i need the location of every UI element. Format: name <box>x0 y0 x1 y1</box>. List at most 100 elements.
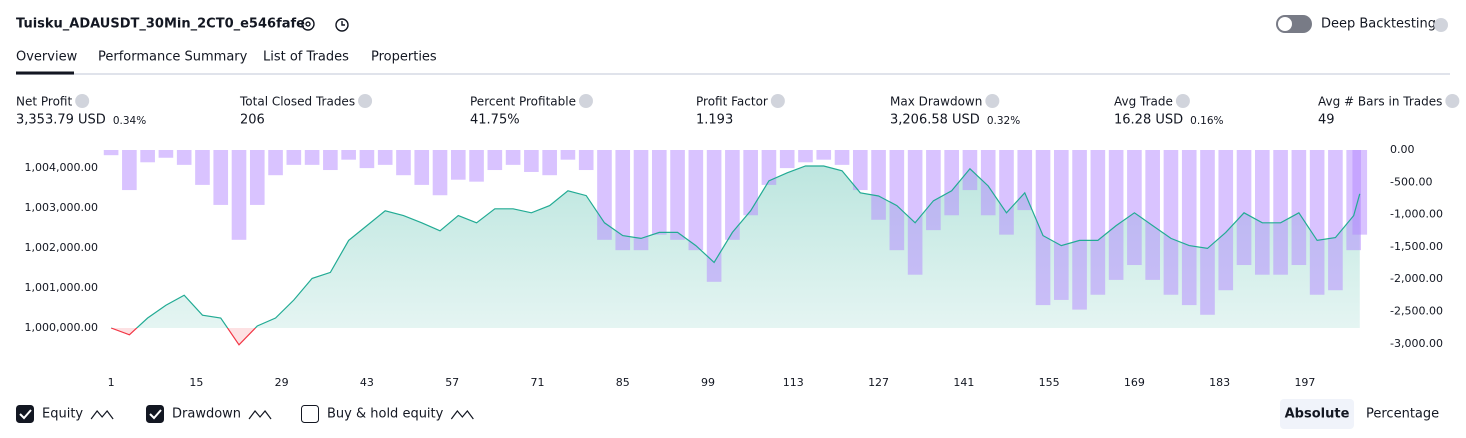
y2-tick-label: 0.00 <box>1390 143 1415 156</box>
tab[interactable]: Overview <box>16 50 78 65</box>
legend-label: Drawdown <box>172 407 241 422</box>
drawdown-bar <box>304 150 320 165</box>
deep-backtesting-label: Deep Backtesting <box>1321 17 1436 32</box>
drawdown-bar <box>633 150 649 251</box>
view-mode-button[interactable]: Percentage <box>1366 407 1439 422</box>
alert-icon[interactable] <box>335 18 349 32</box>
x-tick-label: 99 <box>701 376 715 389</box>
drawdown-bar <box>1291 150 1307 266</box>
legend-label: Buy & hold equity <box>327 407 444 422</box>
metric-value: 49 <box>1318 113 1335 128</box>
y2-tick-label: -2,500.00 <box>1390 305 1443 318</box>
y2-tick-label: -500.00 <box>1390 175 1432 188</box>
legend-icon <box>450 410 474 420</box>
x-tick-label: 141 <box>953 376 974 389</box>
drawdown-bar <box>487 150 503 171</box>
drawdown-bar <box>578 150 594 171</box>
x-tick-label: 197 <box>1294 376 1315 389</box>
drawdown-bar <box>268 150 283 176</box>
metric-value: 3,206.58 USD <box>890 113 980 128</box>
legend-checkbox[interactable] <box>146 405 164 423</box>
drawdown-bar <box>1053 150 1069 300</box>
drawdown-bar <box>999 150 1014 235</box>
metric-value: 206 <box>240 113 265 128</box>
drawdown-bar <box>852 150 868 191</box>
info-icon[interactable] <box>770 94 785 108</box>
drawdown-bar <box>450 150 466 180</box>
drawdown-bar <box>195 150 210 185</box>
drawdown-bar <box>341 150 356 160</box>
view-mode-button[interactable]: Absolute <box>1285 407 1350 422</box>
drawdown-bar <box>816 150 832 160</box>
drawdown-bar <box>122 150 137 191</box>
drawdown-bar <box>1352 150 1368 235</box>
tab[interactable]: Performance Summary <box>98 50 248 65</box>
x-tick-label: 127 <box>868 376 889 389</box>
y2-tick-label: -3,000.00 <box>1390 337 1443 350</box>
drawdown-bar <box>469 150 484 182</box>
info-icon[interactable] <box>578 94 593 108</box>
drawdown-bar <box>615 150 631 251</box>
drawdown-bar <box>542 150 557 176</box>
x-tick-label: 57 <box>445 376 459 389</box>
drawdown-bar <box>1328 150 1343 291</box>
y-tick-label: 1,001,000.00 <box>25 281 98 294</box>
view-mode-active-bg <box>1280 399 1354 429</box>
metric-label: Avg Trade <box>1114 95 1173 109</box>
metric-label: Max Drawdown <box>890 95 982 109</box>
drawdown-bar <box>1090 150 1106 295</box>
y2-tick-label: -1,500.00 <box>1390 240 1443 253</box>
metric-label: Profit Factor <box>696 95 768 109</box>
drawdown-bar <box>706 150 722 282</box>
drawdown-bar <box>761 150 777 185</box>
x-tick-label: 113 <box>783 376 804 389</box>
drawdown-bar <box>1255 150 1270 275</box>
y-tick-label: 1,000,000.00 <box>25 321 98 334</box>
tab[interactable]: List of Trades <box>263 50 349 65</box>
drawdown-bar <box>651 150 667 235</box>
drawdown-bar <box>213 150 229 205</box>
info-icon[interactable] <box>75 94 90 108</box>
drawdown-bar <box>1108 150 1124 280</box>
y-tick-label: 1,004,000.00 <box>25 161 98 174</box>
settings-icon[interactable] <box>301 17 315 31</box>
drawdown-bar <box>871 150 886 220</box>
x-tick-label: 29 <box>275 376 289 389</box>
metric-value: 3,353.79 USD <box>16 113 106 128</box>
x-tick-label: 169 <box>1124 376 1145 389</box>
drawdown-bar <box>1163 150 1179 295</box>
metric-label: Total Closed Trades <box>239 95 355 109</box>
tab[interactable]: Properties <box>371 50 437 65</box>
drawdown-bar <box>1273 150 1288 275</box>
drawdown-bar <box>1309 150 1325 295</box>
x-tick-label: 85 <box>616 376 630 389</box>
drawdown-bar <box>231 150 247 240</box>
legend-icon <box>248 410 272 420</box>
drawdown-bar <box>926 150 941 231</box>
help-icon[interactable] <box>1434 18 1448 32</box>
drawdown-bar <box>414 150 430 185</box>
info-icon[interactable] <box>985 94 1000 108</box>
drawdown-bar <box>140 150 155 163</box>
drawdown-bar <box>743 150 758 216</box>
drawdown-bar <box>670 150 685 240</box>
y2-tick-label: -1,000.00 <box>1390 208 1443 221</box>
metric-percent: 0.32% <box>987 115 1020 127</box>
info-icon[interactable] <box>1175 94 1190 108</box>
drawdown-bar <box>432 150 448 196</box>
x-tick-label: 15 <box>189 376 203 389</box>
drawdown-bar <box>1145 150 1160 280</box>
metric-percent: 0.34% <box>113 115 146 127</box>
drawdown-bar <box>798 150 813 163</box>
equity-line <box>111 165 1361 328</box>
metric-percent: 0.16% <box>1190 115 1223 127</box>
drawdown-bar <box>286 150 302 165</box>
drawdown-bar <box>962 150 978 191</box>
legend-checkbox[interactable] <box>301 405 319 423</box>
info-icon[interactable] <box>1445 94 1460 108</box>
legend-checkbox[interactable] <box>16 405 34 423</box>
info-icon[interactable] <box>358 94 373 108</box>
metric-value: 41.75% <box>470 113 520 128</box>
check-mark <box>19 409 32 420</box>
